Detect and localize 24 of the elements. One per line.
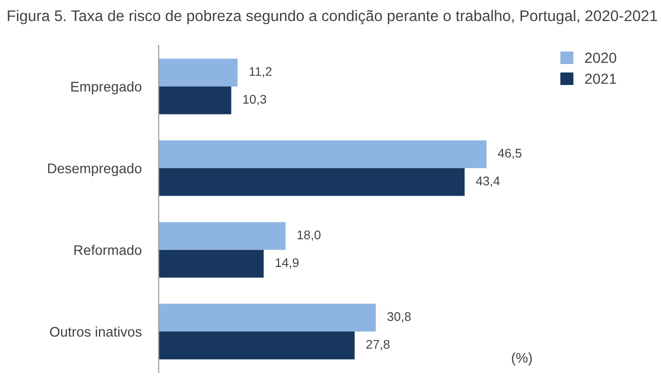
data-label: 30,8 [387, 312, 411, 322]
bar [158, 332, 355, 360]
data-label: 11,2 [250, 67, 272, 78]
data-label: 18,0 [298, 230, 321, 241]
text: (%) [512, 352, 532, 366]
data-label: 43,4 [476, 176, 500, 187]
data-label: 46,5 [498, 148, 522, 160]
bar [158, 222, 286, 250]
y-tick-label: Outros inativos [50, 326, 142, 337]
data-label: 10,3 [243, 94, 266, 106]
chart-title: Figura 5. Taxa de risco de pobreza segundo a condição perante o trabalho, Portugal, 2020-2021 [8, 10, 658, 24]
bar [158, 58, 238, 86]
bar [158, 304, 376, 332]
bar [158, 250, 264, 278]
data-label: 14,9 [276, 258, 299, 269]
bar [158, 140, 486, 168]
y-tick-label: Reformado [74, 244, 142, 256]
bar [158, 168, 465, 196]
y-tick-label: Empregado [71, 81, 142, 94]
y-tick-label: Desempregado [48, 163, 142, 176]
legend-label: 2021 [585, 74, 616, 84]
data-label: 27,8 [366, 340, 390, 350]
bar [158, 86, 232, 114]
legend-label: 2020 [585, 52, 616, 63]
